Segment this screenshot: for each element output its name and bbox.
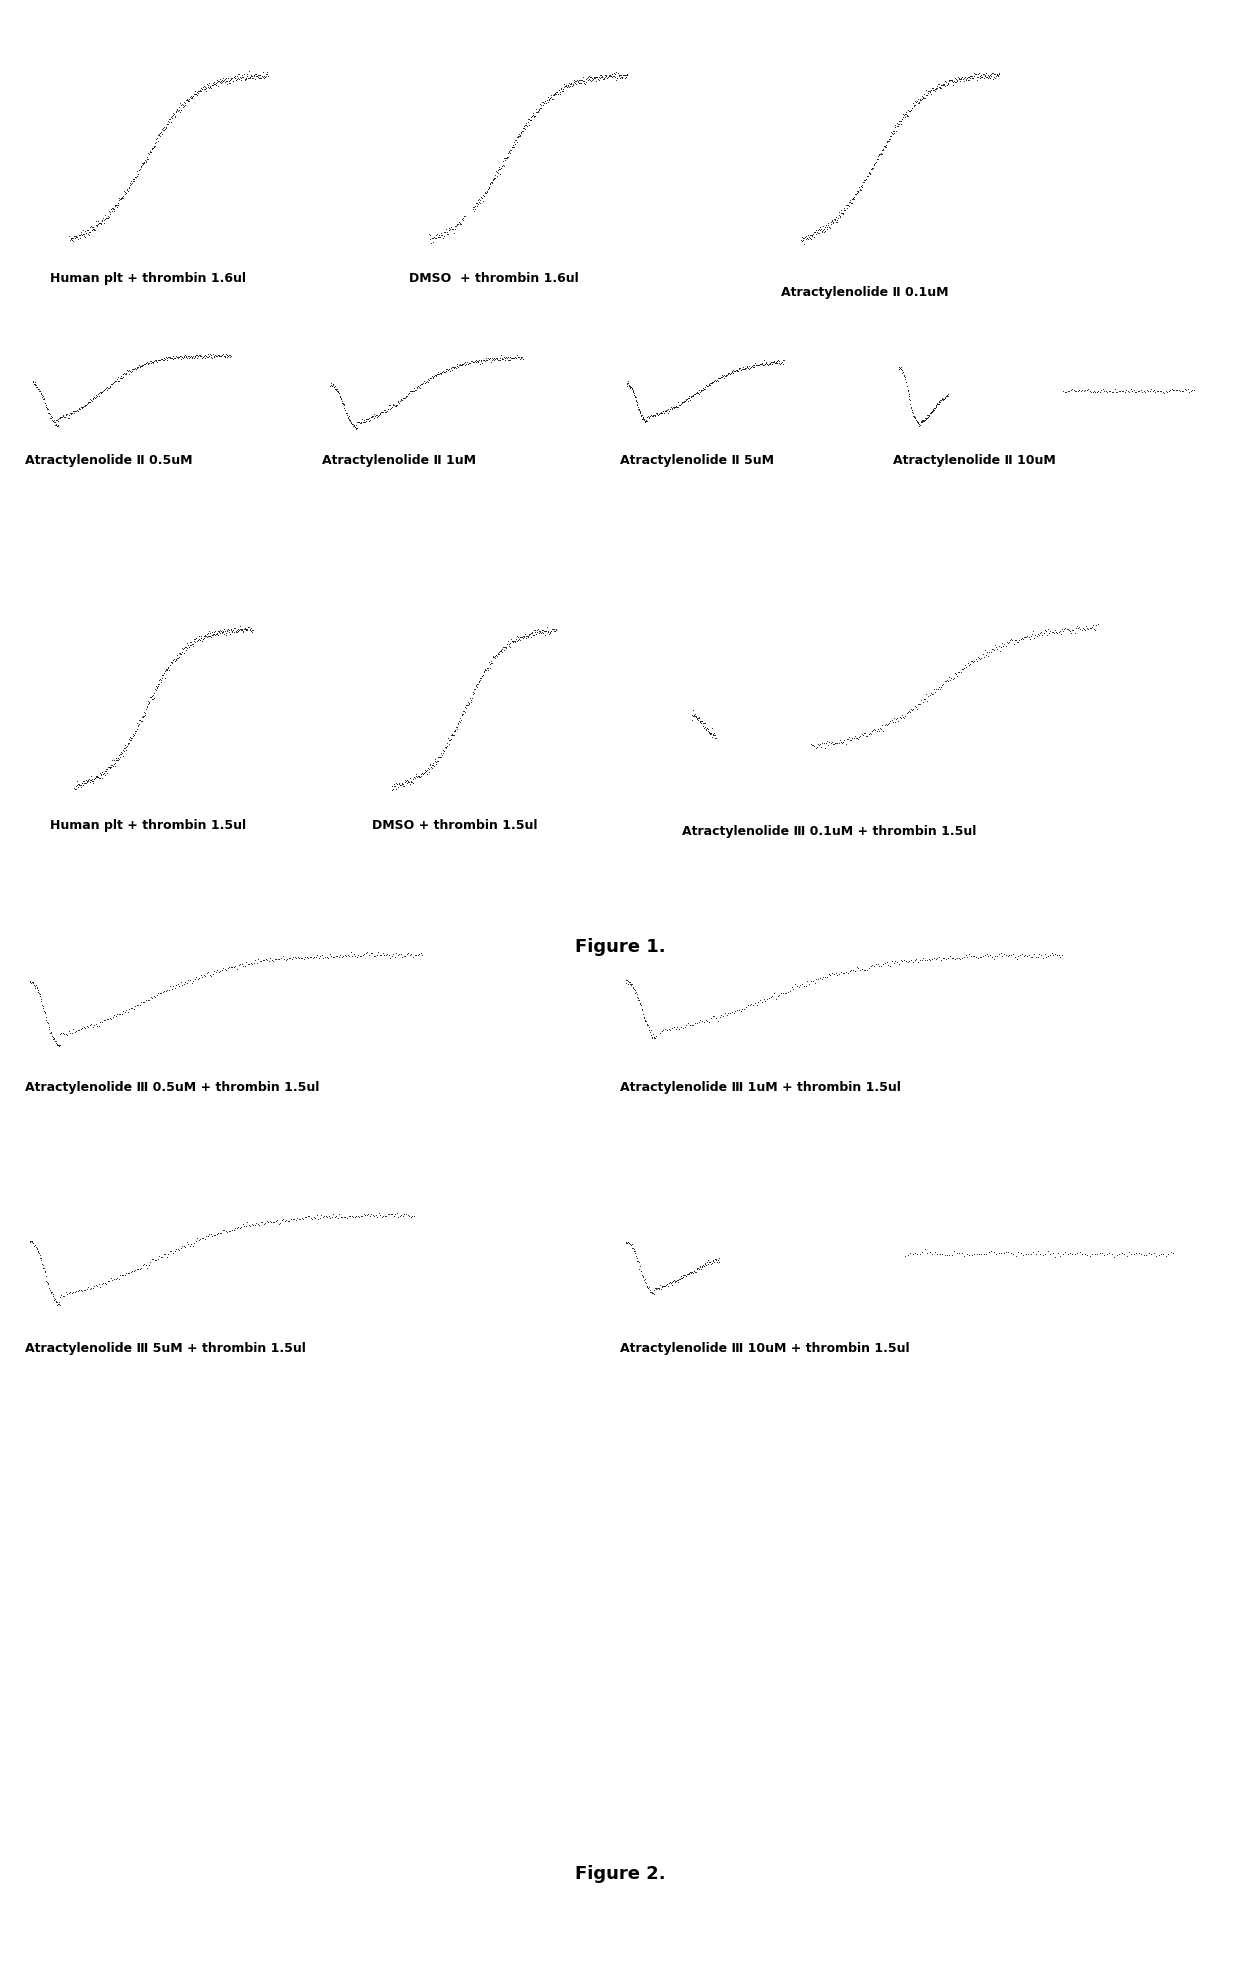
Text: Human plt + thrombin 1.5ul: Human plt + thrombin 1.5ul <box>50 819 246 833</box>
Text: Atractylenolide Ⅲ 1uM + thrombin 1.5ul: Atractylenolide Ⅲ 1uM + thrombin 1.5ul <box>620 1081 901 1095</box>
Text: Atractylenolide Ⅱ 10uM: Atractylenolide Ⅱ 10uM <box>893 454 1055 468</box>
Text: Atractylenolide Ⅲ 10uM + thrombin 1.5ul: Atractylenolide Ⅲ 10uM + thrombin 1.5ul <box>620 1342 910 1355</box>
Text: Atractylenolide Ⅱ 0.1uM: Atractylenolide Ⅱ 0.1uM <box>781 286 949 300</box>
Text: Atractylenolide Ⅱ 5uM: Atractylenolide Ⅱ 5uM <box>620 454 774 468</box>
Text: Human plt + thrombin 1.6ul: Human plt + thrombin 1.6ul <box>50 272 246 286</box>
Text: Figure 2.: Figure 2. <box>574 1864 666 1884</box>
Text: Atractylenolide Ⅲ 0.1uM + thrombin 1.5ul: Atractylenolide Ⅲ 0.1uM + thrombin 1.5ul <box>682 825 976 839</box>
Text: DMSO  + thrombin 1.6ul: DMSO + thrombin 1.6ul <box>409 272 579 286</box>
Text: Figure 1.: Figure 1. <box>574 937 666 957</box>
Text: Atractylenolide Ⅲ 5uM + thrombin 1.5ul: Atractylenolide Ⅲ 5uM + thrombin 1.5ul <box>25 1342 306 1355</box>
Text: DMSO + thrombin 1.5ul: DMSO + thrombin 1.5ul <box>372 819 537 833</box>
Text: Atractylenolide Ⅲ 0.5uM + thrombin 1.5ul: Atractylenolide Ⅲ 0.5uM + thrombin 1.5ul <box>25 1081 319 1095</box>
Text: Atractylenolide Ⅱ 1uM: Atractylenolide Ⅱ 1uM <box>322 454 476 468</box>
Text: Atractylenolide Ⅱ 0.5uM: Atractylenolide Ⅱ 0.5uM <box>25 454 192 468</box>
